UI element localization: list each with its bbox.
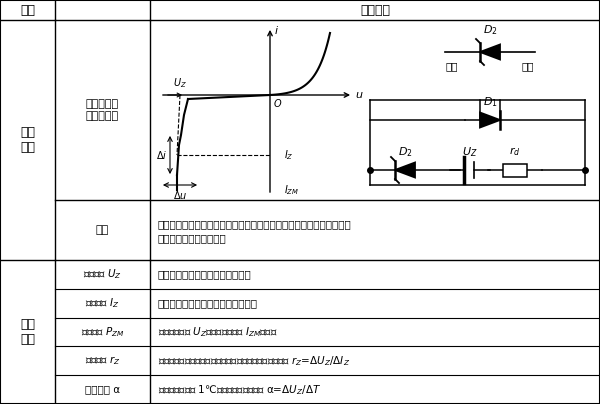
Text: $D_2$: $D_2$ [482, 23, 497, 37]
Text: 稳压管工作在稳压状态时的参考电流: 稳压管工作在稳压状态时的参考电流 [158, 298, 258, 308]
Text: 要点: 要点 [20, 4, 35, 17]
Text: 工作在稳压区时，端电压变化量与其电流变化量之比，即 $r_Z$=$\Delta U_Z$/$\Delta I_Z$: 工作在稳压区时，端电压变化量与其电流变化量之比，即 $r_Z$=$\Delta … [158, 354, 350, 368]
Text: 特征: 特征 [96, 225, 109, 235]
Text: 伏安特性图
和等效电路: 伏安特性图 和等效电路 [86, 99, 119, 121]
Text: 阴极: 阴极 [446, 61, 458, 71]
Polygon shape [480, 112, 500, 128]
Text: $I_Z$: $I_Z$ [284, 148, 293, 162]
Text: 动态电阻 $r_Z$: 动态电阻 $r_Z$ [85, 354, 121, 367]
Text: 稳定电流 $I_Z$: 稳定电流 $I_Z$ [85, 296, 120, 310]
Text: 主要内容: 主要内容 [360, 4, 390, 17]
Text: $\Delta i$: $\Delta i$ [157, 149, 167, 161]
Text: 阳极: 阳极 [522, 61, 534, 71]
Polygon shape [480, 44, 500, 59]
Text: $\Delta u$: $\Delta u$ [173, 189, 187, 201]
Text: 表示温度每变化 1℃稳压值的变化量，即 α=$\Delta U_Z$/$\Delta T$: 表示温度每变化 1℃稳压值的变化量，即 α=$\Delta U_Z$/$\Del… [158, 383, 321, 396]
Text: 温度系数 α: 温度系数 α [85, 385, 120, 395]
Text: $U_Z$: $U_Z$ [462, 145, 478, 159]
Text: 纵轴，这里体现稳压特性: 纵轴，这里体现稳压特性 [158, 233, 227, 243]
Text: $r_d$: $r_d$ [509, 145, 521, 158]
Text: 当外加反向电压大到一定值时，二极管被击穿，击穿区曲线几乎平行于: 当外加反向电压大到一定值时，二极管被击穿，击穿区曲线几乎平行于 [158, 219, 352, 229]
Text: 伏安
特性: 伏安 特性 [20, 126, 35, 154]
Text: 等于稳定电压 $U_Z$与最大稳定电流 $I_{ZM}$的乘积: 等于稳定电压 $U_Z$与最大稳定电流 $I_{ZM}$的乘积 [158, 325, 278, 339]
Text: 稳定电压 $U_Z$: 稳定电压 $U_Z$ [83, 267, 122, 281]
Text: 规定电流下稳压管的反向击穿电压: 规定电流下稳压管的反向击穿电压 [158, 269, 252, 280]
Text: $D_2$: $D_2$ [398, 145, 412, 159]
Polygon shape [395, 162, 415, 177]
Text: 额定功耗 $P_{ZM}$: 额定功耗 $P_{ZM}$ [81, 325, 124, 339]
Bar [503, 164, 527, 177]
Text: $I_{ZM}$: $I_{ZM}$ [284, 183, 299, 197]
Text: 主要
参数: 主要 参数 [20, 318, 35, 346]
Text: $u$: $u$ [355, 90, 363, 100]
Text: $U_Z$: $U_Z$ [173, 76, 187, 90]
Text: $O$: $O$ [274, 97, 283, 109]
Text: $D_1$: $D_1$ [482, 95, 497, 109]
Text: $i$: $i$ [274, 24, 280, 36]
